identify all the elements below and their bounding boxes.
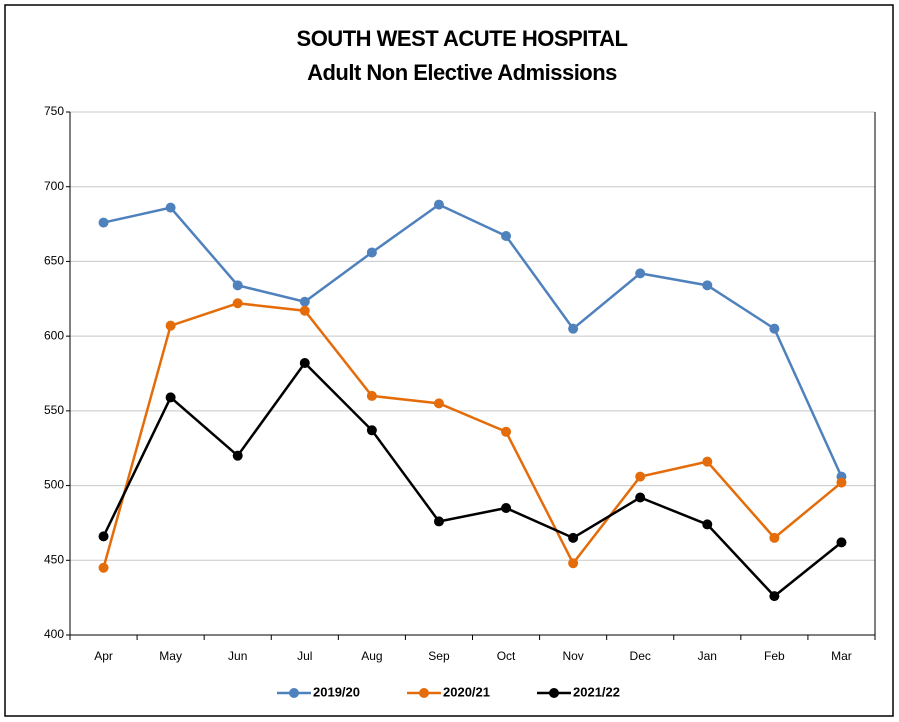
data-point xyxy=(702,456,713,467)
data-point xyxy=(501,426,512,437)
x-tick-label: Mar xyxy=(831,649,852,663)
data-point xyxy=(635,268,646,279)
data-point xyxy=(299,358,310,369)
data-point xyxy=(769,323,780,334)
y-tick-label: 550 xyxy=(44,403,64,417)
data-point xyxy=(501,502,512,513)
series-line xyxy=(102,361,843,598)
y-tick-label: 500 xyxy=(44,478,64,492)
data-point xyxy=(232,450,243,461)
x-tick-label: Jan xyxy=(698,649,717,663)
data-point xyxy=(165,202,176,213)
data-point xyxy=(702,519,713,530)
x-tick-label: Jul xyxy=(297,649,312,663)
legend-text: 2020/21 xyxy=(443,684,490,699)
y-tick-label: 750 xyxy=(44,104,64,118)
y-tick-label: 450 xyxy=(44,552,64,566)
data-point xyxy=(836,477,847,488)
x-tick-label: May xyxy=(159,649,182,663)
legend-marker xyxy=(549,688,559,698)
chart-border xyxy=(4,4,894,717)
legend-text: 2021/22 xyxy=(573,684,620,699)
data-point xyxy=(769,532,780,543)
data-point xyxy=(98,217,109,228)
data-point xyxy=(165,392,176,403)
y-tick-label: 400 xyxy=(44,627,64,641)
y-tick-label: 700 xyxy=(44,179,64,193)
data-point xyxy=(568,558,579,569)
data-point xyxy=(165,320,176,331)
x-tick-label: Nov xyxy=(562,649,583,663)
data-point xyxy=(836,537,847,548)
y-tick-label: 600 xyxy=(44,328,64,342)
x-tick-label: Dec xyxy=(630,649,651,663)
data-point xyxy=(433,398,444,409)
data-point xyxy=(501,231,512,242)
data-point xyxy=(635,471,646,482)
x-tick-label: Sep xyxy=(428,649,450,663)
x-tick-label: Oct xyxy=(497,649,516,663)
legend-marker xyxy=(289,688,299,698)
data-point xyxy=(568,323,579,334)
x-tick-label: Jun xyxy=(228,649,247,663)
data-point xyxy=(635,492,646,503)
data-point xyxy=(98,531,109,542)
chart-subtitle: Adult Non Elective Admissions xyxy=(307,60,617,85)
legend-text: 2019/20 xyxy=(313,684,360,699)
data-point xyxy=(769,591,780,602)
data-point xyxy=(433,199,444,210)
data-point xyxy=(568,532,579,543)
legend-marker xyxy=(419,688,429,698)
y-tick-label: 650 xyxy=(44,254,64,268)
data-point xyxy=(702,280,713,291)
data-point xyxy=(366,247,377,258)
series-line xyxy=(102,301,843,569)
series-line xyxy=(103,203,843,478)
x-tick-label: Feb xyxy=(764,649,785,663)
x-tick-label: Aug xyxy=(361,649,382,663)
data-point xyxy=(366,425,377,436)
data-point xyxy=(232,280,243,291)
chart-title: SOUTH WEST ACUTE HOSPITAL xyxy=(297,26,628,51)
data-point xyxy=(366,390,377,401)
data-point xyxy=(232,298,243,309)
data-point xyxy=(433,516,444,527)
data-point xyxy=(299,305,310,316)
data-point xyxy=(299,296,310,307)
x-tick-label: Apr xyxy=(94,649,113,663)
data-point xyxy=(98,562,109,573)
